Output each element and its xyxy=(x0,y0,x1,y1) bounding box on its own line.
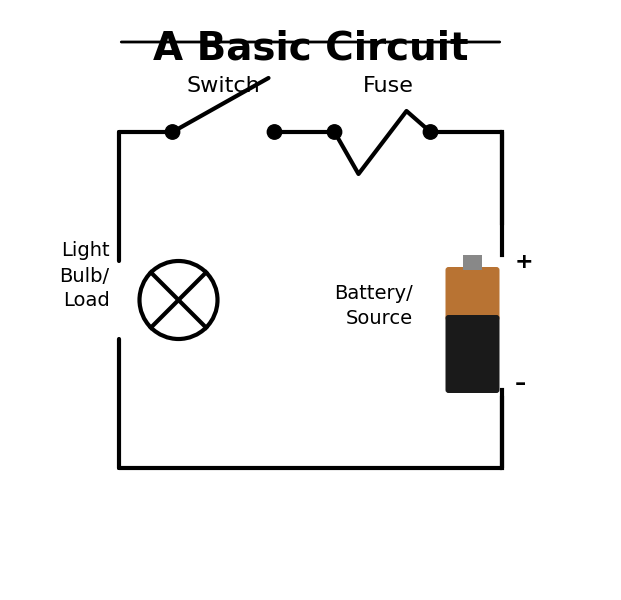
Text: Battery/
Source: Battery/ Source xyxy=(333,284,412,328)
Bar xyxy=(463,255,482,270)
FancyBboxPatch shape xyxy=(445,315,499,393)
Circle shape xyxy=(165,125,179,139)
Circle shape xyxy=(327,125,342,139)
FancyBboxPatch shape xyxy=(445,267,499,321)
Text: Light
Bulb/
Load: Light Bulb/ Load xyxy=(60,241,109,311)
Circle shape xyxy=(424,125,438,139)
Text: Fuse: Fuse xyxy=(363,76,414,96)
Text: –: – xyxy=(515,374,526,394)
Text: Switch: Switch xyxy=(187,76,260,96)
Text: +: + xyxy=(515,253,533,272)
Circle shape xyxy=(267,125,282,139)
Text: A Basic Circuit: A Basic Circuit xyxy=(153,30,468,68)
